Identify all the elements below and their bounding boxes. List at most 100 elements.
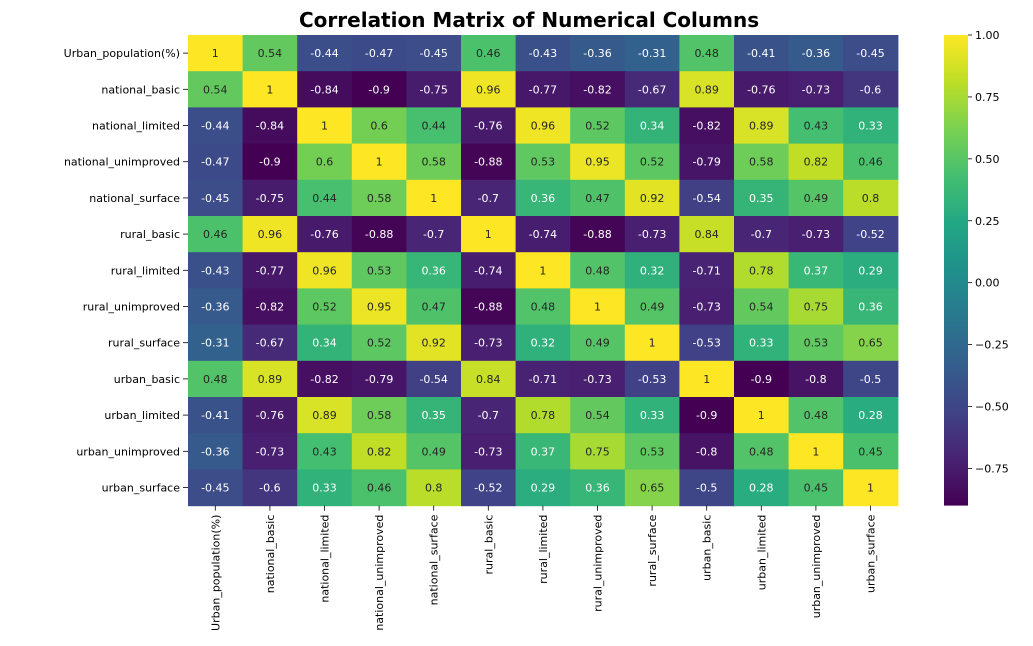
heatmap-cell — [734, 252, 790, 289]
heatmap-cell — [734, 433, 790, 470]
cell-value-label: 0.52 — [585, 120, 610, 133]
cell-value-label: 0.49 — [421, 445, 446, 458]
cell-value-label: 0.6 — [370, 120, 388, 133]
cell-value-label: -0.77 — [529, 83, 557, 96]
cell-value-label: 0.48 — [749, 445, 774, 458]
cell-value-label: 0.75 — [804, 301, 829, 314]
heatmap-cell — [297, 216, 353, 253]
cell-value-label: -0.73 — [692, 301, 720, 314]
cell-value-label: -0.73 — [638, 228, 666, 241]
cell-value-label: -0.67 — [638, 83, 666, 96]
heatmap-cell — [515, 35, 571, 72]
cell-value-label: 0.29 — [531, 482, 556, 495]
heatmap-cell — [570, 324, 626, 362]
heatmap-cell — [351, 324, 407, 362]
cell-value-label: 0.96 — [476, 83, 501, 96]
heatmap-cell — [570, 360, 626, 398]
heatmap-cell — [242, 35, 298, 72]
cell-value-label: 0.44 — [312, 192, 337, 205]
heatmap-cell — [570, 71, 626, 108]
cell-value-label: 0.48 — [694, 47, 719, 60]
column-label: rural_unimproved — [592, 515, 605, 612]
cell-value-label: 0.34 — [312, 337, 337, 350]
heatmap-cell — [406, 143, 462, 181]
cell-value-label: -0.74 — [529, 228, 557, 241]
row-label: rural_basic — [120, 228, 180, 241]
row-label: urban_surface — [102, 482, 181, 495]
cell-value-label: -0.73 — [256, 445, 284, 458]
heatmap-cell — [679, 107, 735, 145]
heatmap-cell — [843, 360, 899, 398]
heatmap-cell — [351, 35, 407, 72]
heatmap-cell — [679, 360, 735, 398]
cell-value-label: 1 — [376, 156, 383, 169]
cell-value-label: 0.75 — [585, 445, 610, 458]
heatmap-cell — [461, 397, 517, 434]
cell-value-label: -0.45 — [419, 47, 447, 60]
heatmap-cell — [515, 360, 571, 398]
cell-value-label: 0.28 — [858, 409, 883, 422]
colorbar-tick-label: 0.75 — [975, 91, 1000, 104]
cell-value-label: 1 — [758, 409, 765, 422]
heatmap-cell — [570, 216, 626, 253]
heatmap-cell — [188, 433, 244, 470]
row-label: national_surface — [89, 192, 180, 205]
cell-value-label: -0.79 — [692, 156, 720, 169]
heatmap-cell — [515, 288, 571, 326]
cell-value-label: 0.58 — [367, 192, 392, 205]
cell-value-label: -0.67 — [256, 337, 284, 350]
heatmap-cell — [788, 288, 844, 326]
heatmap-cell — [624, 433, 680, 470]
cell-value-label: -0.8 — [696, 445, 717, 458]
cell-value-label: 0.95 — [367, 301, 392, 314]
cell-value-label: 1 — [430, 192, 437, 205]
cell-value-label: 0.33 — [858, 120, 883, 133]
heatmap-cell — [788, 35, 844, 72]
cell-value-label: -0.74 — [474, 264, 502, 277]
cell-value-label: 0.78 — [531, 409, 556, 422]
cell-value-label: 0.43 — [804, 120, 829, 133]
column-label: Urban_population(%) — [209, 515, 222, 631]
cell-value-label: 0.54 — [203, 83, 228, 96]
heatmap-cell — [788, 71, 844, 108]
cell-value-label: 0.89 — [694, 83, 719, 96]
heatmap-cell — [570, 288, 626, 326]
cell-value-label: 0.37 — [804, 264, 829, 277]
cell-value-label: -0.41 — [201, 409, 229, 422]
heatmap-cell — [461, 324, 517, 362]
heatmap-cell — [406, 324, 462, 362]
cell-value-label: -0.77 — [256, 264, 284, 277]
cell-value-label: 0.48 — [585, 264, 610, 277]
heatmap-cell — [461, 252, 517, 289]
cell-value-label: 0.48 — [531, 301, 556, 314]
cell-value-label: 0.36 — [421, 264, 446, 277]
cell-value-label: -0.73 — [474, 337, 502, 350]
heatmap-cell — [679, 143, 735, 181]
heatmap-cell — [242, 360, 298, 398]
cell-value-label: 0.53 — [367, 264, 392, 277]
cell-value-label: 0.48 — [804, 409, 829, 422]
column-label: urban_basic — [701, 515, 714, 581]
heatmap-cell — [843, 107, 899, 145]
heatmap-cell — [461, 433, 517, 470]
heatmap-cell — [570, 107, 626, 145]
heatmap-cell — [406, 252, 462, 289]
cell-value-label: 0.82 — [367, 445, 392, 458]
heatmap-cell — [188, 324, 244, 362]
cell-value-label: 0.65 — [640, 482, 665, 495]
cell-value-label: -0.5 — [860, 373, 881, 386]
cell-value-label: -0.43 — [201, 264, 229, 277]
heatmap-cell — [734, 143, 790, 181]
cell-value-label: -0.79 — [365, 373, 393, 386]
cell-value-label: 1 — [266, 83, 273, 96]
row-label: national_limited — [92, 120, 180, 133]
heatmap-cell — [461, 360, 517, 398]
cell-value-label: 0.29 — [858, 264, 883, 277]
cell-value-label: 0.96 — [531, 120, 556, 133]
cell-value-label: 0.32 — [531, 337, 556, 350]
cell-value-label: 0.35 — [421, 409, 446, 422]
cell-value-label: 0.49 — [640, 301, 665, 314]
cell-value-label: -0.52 — [474, 482, 502, 495]
cell-value-label: 0.52 — [640, 156, 665, 169]
heatmap-cell — [734, 397, 790, 434]
